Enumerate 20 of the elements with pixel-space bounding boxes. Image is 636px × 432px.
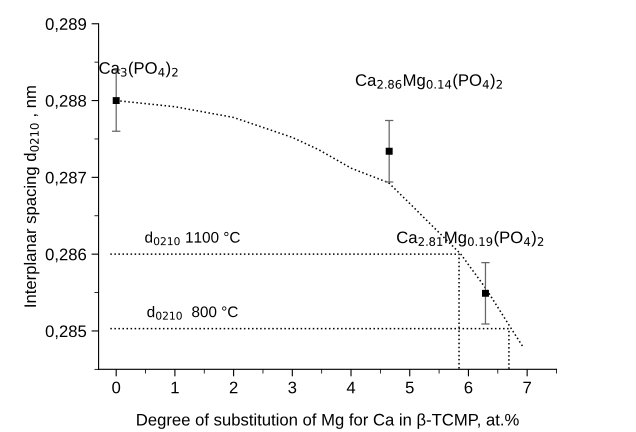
x-tick-label: 2 [230,382,238,394]
x-tick-label: 7 [523,382,531,394]
annotation: Ca$_{2.86}$Mg$_{0.14}$(PO$_{4}$)$_{2}$ [356,74,502,90]
y-tick-label: 0,289 [46,18,86,32]
x-tick-label: 1 [172,382,179,394]
y-axis-title: Interplanar spacing d$_{0210}$ , nm [24,86,40,307]
x-tick-label: 5 [406,382,414,394]
annotation: d$_{0210}$ 1100 °C [145,232,240,246]
annotation: Ca$_{2.81}$Mg$_{0.19}$(PO$_{4}$)$_{2}$ [397,231,544,247]
x-axis-title: Degree of substitution of Mg for Ca in β-TCMP, at.% [137,413,519,429]
y-tick-label: 0,286 [46,248,86,262]
annotation: Ca$_{3}$(PO$_{4}$)$_{2}$ [99,62,178,78]
y-tick-label: 0,288 [46,94,86,109]
annotation: d$_{0210}$ 800 °C [147,306,238,320]
x-tick-label: 4 [346,382,356,394]
x-tick-label: 3 [288,382,296,394]
y-tick-label: 0,285 [46,325,86,340]
x-tick-label: 6 [464,382,472,394]
y-tick-label: 0,287 [46,172,86,186]
x-tick-label: 0 [112,382,120,394]
